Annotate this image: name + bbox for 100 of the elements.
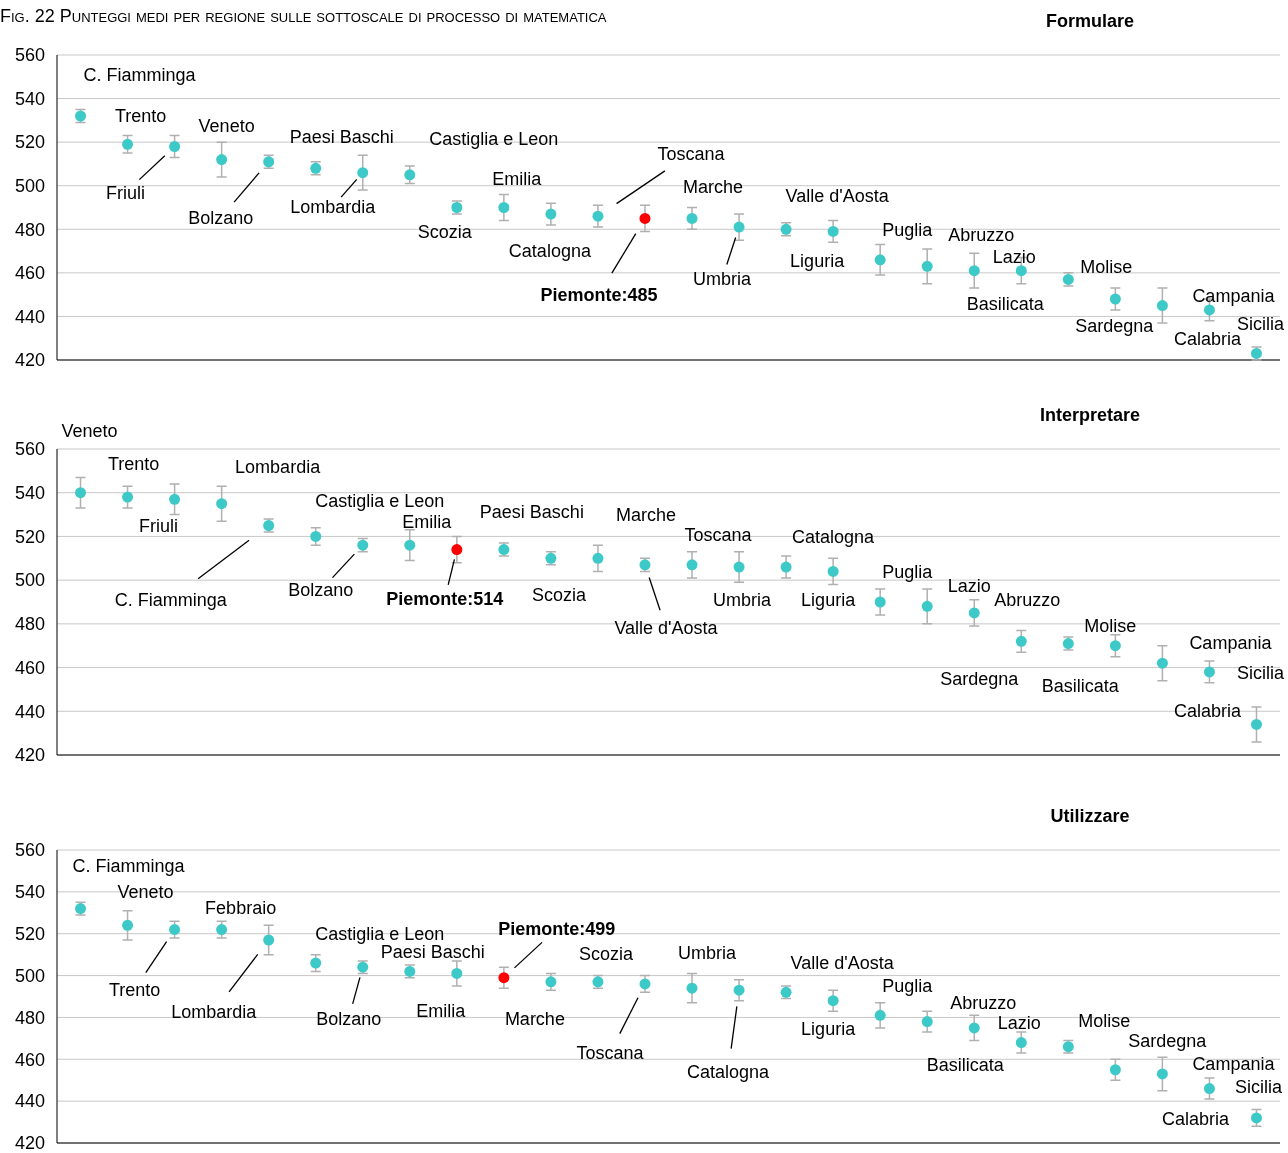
point (310, 957, 322, 969)
annotation: Molise (1080, 256, 1133, 277)
annotation: Basilicata (1041, 675, 1120, 696)
annotation: Marche (615, 504, 676, 525)
annotation: Scozia (531, 584, 587, 605)
annotation: Campania (1192, 285, 1276, 306)
y-tick-label: 440 (14, 306, 45, 327)
y-tick-label: 480 (14, 614, 45, 635)
point (545, 976, 557, 988)
point (169, 141, 181, 152)
annotation: Valle d'Aosta (790, 952, 895, 973)
chart-title: Formulare (1045, 11, 1135, 31)
annotation: Catalogna (792, 527, 876, 548)
point (780, 561, 792, 573)
y-tick-label: 500 (14, 965, 45, 986)
chart-title: Interpretare (1039, 405, 1141, 425)
y-tick-label: 540 (14, 88, 45, 109)
point (874, 596, 886, 608)
y-tick-label: 520 (14, 132, 45, 153)
annotation: Emilia (492, 168, 543, 189)
point (216, 154, 228, 166)
point (827, 995, 839, 1007)
annotation: Basilicata (926, 1054, 1005, 1075)
point (1015, 1037, 1027, 1049)
y-tick-label: 560 (14, 439, 45, 460)
point (122, 919, 134, 931)
point (686, 212, 698, 224)
annotation: Trento (107, 454, 160, 475)
annotation: Lombardia (235, 456, 322, 477)
text: Veneto (61, 421, 118, 442)
annotation: Castiglia e Leon (429, 129, 559, 150)
annotation: Puglia (882, 562, 934, 583)
annotation: Friuli (106, 182, 146, 203)
point (404, 539, 416, 551)
y-tick-label: 460 (14, 1049, 45, 1070)
annotation: Umbria (693, 269, 753, 290)
point (169, 493, 181, 505)
annotation: Lombardia (171, 1002, 258, 1023)
y-tick-label: 540 (14, 483, 45, 504)
annotation: Calabria (1161, 1109, 1230, 1130)
y-tick-label: 480 (14, 1007, 45, 1028)
y-tick-label: 440 (14, 701, 45, 722)
chart-title: Utilizzare (1050, 806, 1130, 826)
point (968, 1022, 980, 1034)
y-tick-label: 420 (14, 350, 45, 371)
annotation: Umbria (713, 590, 773, 611)
y-tick-label: 500 (14, 570, 45, 591)
point (1203, 666, 1215, 678)
y-tick-label: 520 (14, 526, 45, 547)
annotation: Abruzzo (948, 224, 1015, 245)
y-tick-label: 560 (14, 45, 45, 66)
annotation: C. Fiamminga (83, 65, 197, 86)
point (1015, 265, 1027, 277)
annotation: Molise (1078, 1011, 1131, 1032)
point (639, 212, 651, 224)
point (874, 254, 886, 266)
y-tick-label: 440 (14, 1091, 45, 1112)
point (686, 559, 698, 571)
annotation: Puglia (882, 975, 934, 996)
annotation: Paesi Baschi (479, 501, 584, 522)
point (404, 169, 416, 181)
point (75, 487, 87, 499)
annotation: Bolzano (188, 208, 254, 229)
y-tick-label: 540 (14, 882, 45, 903)
point (451, 967, 463, 979)
annotation: C. Fiamminga (114, 589, 228, 610)
annotation: Lazio (947, 575, 991, 596)
point (1109, 640, 1121, 652)
point (1156, 657, 1168, 669)
annotation: Abruzzo (950, 993, 1017, 1014)
annotation: C. Fiamminga (72, 855, 186, 876)
annotation: Valle d'Aosta (785, 185, 890, 206)
point (216, 924, 228, 936)
annotation: Calabria (1173, 700, 1242, 721)
annotation: Piemonte:514 (386, 588, 504, 609)
point (357, 167, 369, 179)
annotation: Emilia (402, 512, 453, 533)
point (968, 607, 980, 619)
y-tick-label: 460 (14, 263, 45, 284)
point (498, 202, 510, 213)
annotation: Marche (683, 176, 744, 197)
annotation: Scozia (578, 944, 634, 965)
point (310, 530, 322, 542)
annotation: Piemonte:485 (540, 284, 658, 305)
annotation: Trento (108, 979, 161, 1000)
annotation: Friuli (139, 515, 179, 536)
annotation: Lazio (997, 1012, 1041, 1033)
point (122, 138, 134, 150)
annotation: Marche (504, 1009, 565, 1030)
point (827, 565, 839, 577)
annotation: Veneto (117, 881, 174, 902)
point (968, 265, 980, 277)
annotation: Sicilia (1236, 663, 1285, 684)
y-tick-label: 560 (14, 840, 45, 861)
point (733, 984, 745, 996)
annotation: Piemonte:499 (498, 918, 616, 939)
annotation: Valle d'Aosta (614, 618, 719, 639)
y-tick-label: 480 (14, 219, 45, 240)
point (921, 600, 933, 612)
annotation: Sicilia (1236, 314, 1285, 335)
